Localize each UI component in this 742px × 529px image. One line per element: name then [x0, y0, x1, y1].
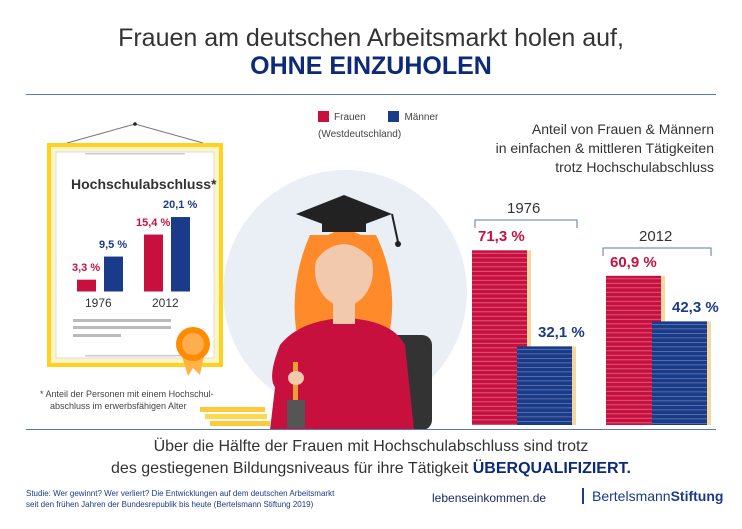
bar-women-2012 — [144, 234, 163, 292]
study-line-2: seit den frühen Jahren der Bundesrepubli… — [26, 500, 314, 509]
footnote-line-1: * Anteil der Personen mit einem Hochschu… — [40, 389, 214, 399]
bar-women-1976 — [77, 279, 96, 292]
value-label: 60,9 % — [610, 253, 657, 271]
divider-bottom — [26, 429, 716, 430]
hanging-string — [66, 123, 136, 144]
bar-women-2012 — [606, 275, 661, 425]
pencil-tips — [527, 250, 531, 425]
year-label-2012: 2012 — [639, 228, 673, 245]
certificate-frame — [47, 122, 223, 367]
brand-part-2: Stiftung — [670, 488, 724, 504]
certificate-chart-title: Hochschulabschluss* — [71, 176, 217, 192]
footnote: * Anteil der Personen mit einem Hochschu… — [40, 388, 214, 412]
value-label: 15,4 % — [136, 216, 171, 229]
legend: Frauen Männer (Westdeutschland) — [318, 111, 438, 140]
right-heading: Anteil von Frauen & Männern in einfachen… — [496, 120, 714, 177]
study-citation: Studie: Wer gewinnt? Wer verliert? Die E… — [26, 488, 334, 510]
footnote-line-2: abschluss im erwerbsfähigen Alter — [50, 401, 187, 411]
year-label-1976: 1976 — [507, 200, 541, 217]
legend-note: (Westdeutschland) — [318, 129, 402, 140]
divider-top — [26, 94, 716, 95]
bracket-1976 — [474, 219, 578, 228]
bottom-emphasis: ÜBERQUALIFIZIERT. — [472, 460, 631, 477]
bottom-statement: Über die Hälfte der Frauen mit Hochschul… — [0, 436, 742, 480]
study-line-1: Studie: Wer gewinnt? Wer verliert? Die E… — [26, 489, 335, 498]
pencil-tips — [707, 321, 711, 425]
text-line — [73, 319, 171, 322]
title-line-2: OHNE EINZUHOLEN — [250, 52, 492, 80]
bar-men-1976 — [517, 346, 572, 425]
brand-part-1: Bertelsmann — [592, 488, 671, 504]
value-label: 32,1 % — [538, 324, 585, 342]
value-label: 3,3 % — [72, 261, 101, 274]
bar-men-1976 — [104, 256, 123, 292]
certificate-chart-bars — [77, 217, 190, 292]
legend-women: Frauen — [334, 112, 366, 123]
main-chart-bars — [472, 250, 711, 425]
value-label: 20,1 % — [163, 199, 198, 212]
bertelsmann-stiftung-logo: BertelsmannStiftung — [582, 488, 723, 504]
legend-men: Männer — [404, 112, 439, 123]
bracket-2012 — [602, 247, 712, 256]
value-label: 71,3 % — [478, 228, 525, 246]
bar-men-2012 — [652, 321, 707, 425]
website-link[interactable]: lebenseinkommen.de — [432, 491, 547, 505]
right-heading-line-2: in einfachen & mittleren Tätigkeiten — [495, 140, 714, 156]
bottom-line-2: des gestiegenen Bildungsniveaus für ihre… — [111, 460, 469, 477]
value-label: 9,5 % — [99, 238, 128, 251]
title-line-1: Frauen am deutschen Arbeitsmarkt holen a… — [118, 24, 624, 52]
bottom-line-1: Über die Hälfte der Frauen mit Hochschul… — [153, 438, 589, 455]
right-heading-line-1: Anteil von Frauen & Männern — [531, 121, 714, 137]
pencil-tips — [572, 346, 576, 425]
bar-men-2012 — [171, 217, 190, 292]
rosette-icon — [176, 327, 210, 376]
right-heading-line-3: trotz Hochschulabschluss — [555, 159, 714, 175]
year-label: 2012 — [152, 296, 179, 310]
year-label: 1976 — [85, 296, 112, 310]
graduation-cap-icon — [296, 195, 392, 232]
graduate-woman-figure — [270, 195, 432, 430]
legend-swatch-women — [318, 111, 329, 122]
value-label: 42,3 % — [672, 299, 719, 317]
pencil-stack-icon — [200, 407, 270, 426]
legend-swatch-men — [388, 111, 400, 122]
